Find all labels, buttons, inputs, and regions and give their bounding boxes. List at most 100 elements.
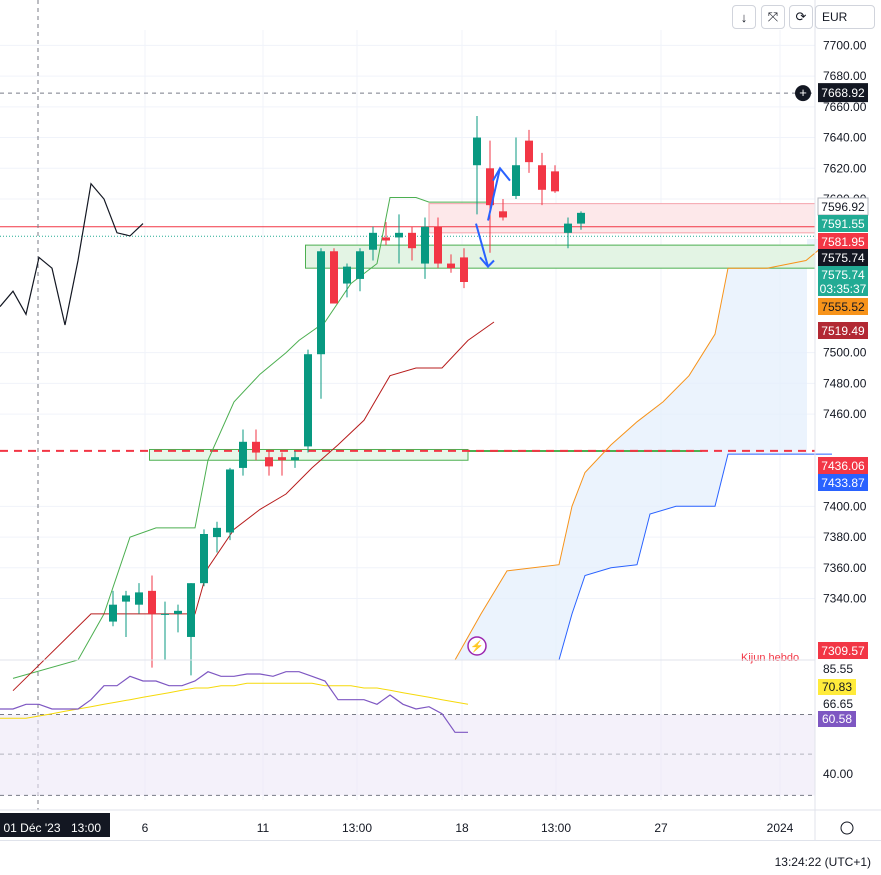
price-label: 7581.95 (821, 235, 865, 249)
last-price-label: 7575.74 (821, 268, 865, 282)
time-tick-label: 11 (257, 821, 270, 835)
candle-body[interactable] (408, 232, 416, 249)
settings-icon[interactable] (840, 821, 854, 835)
kijun-line (12, 321, 495, 692)
candle-body[interactable] (252, 441, 260, 453)
candle-body[interactable] (291, 457, 299, 461)
price-label-box (818, 215, 868, 232)
candle-body[interactable] (525, 140, 533, 163)
forecast-down-arrowhead (479, 256, 495, 269)
candle-body[interactable] (187, 583, 195, 637)
add-alert-button[interactable] (795, 85, 811, 102)
alert-icon[interactable] (467, 636, 487, 656)
time-tick-label: 13:00 (71, 821, 101, 835)
currency-select[interactable]: EUR (815, 5, 875, 29)
candle-body[interactable] (460, 257, 468, 282)
candle-body[interactable] (473, 137, 481, 166)
price-tick-label: 7360.00 (823, 561, 867, 575)
time-tick-label: 18 (455, 821, 469, 835)
price-tick-label: 7460.00 (823, 407, 867, 421)
rsi-tick-label: 40.00 (823, 767, 853, 781)
candle-body[interactable] (356, 251, 364, 279)
price-tick-label: 7500.00 (823, 346, 867, 360)
price-label: 7555.52 (821, 300, 865, 314)
candle-body[interactable] (135, 592, 143, 605)
candle-body[interactable] (538, 165, 546, 190)
kijun-annotation: Kijun hebdo (741, 652, 799, 664)
candle-body[interactable] (317, 251, 325, 355)
price-tick-label: 7480.00 (823, 376, 867, 390)
fullscreen-button[interactable]: ⤧ (761, 5, 785, 29)
candle-body[interactable] (564, 223, 572, 233)
rsi-band (0, 714, 815, 796)
reset-button[interactable]: ⟳ (789, 5, 813, 29)
scroll-down-button[interactable]: ↓ (732, 5, 756, 29)
candle-body[interactable] (395, 232, 403, 238)
candle-body[interactable] (421, 226, 429, 264)
candle-body[interactable] (239, 441, 247, 468)
forecast-down-arrow (475, 223, 489, 267)
candle-body[interactable] (213, 527, 221, 538)
price-label-box (818, 233, 868, 250)
candle-body[interactable] (486, 168, 494, 206)
footer-divider (0, 840, 881, 841)
candle-body[interactable] (343, 266, 351, 284)
rsi-value-label: 70.83 (822, 680, 852, 694)
candle-body[interactable] (577, 212, 585, 224)
clock-label: 13:24:22 (UTC+1) (774, 855, 871, 869)
candle-body[interactable] (200, 534, 208, 584)
supply-zone (428, 203, 816, 234)
candle-body[interactable] (122, 595, 130, 602)
candle-body[interactable] (278, 457, 286, 461)
price-tick-label: 7700.00 (823, 38, 867, 52)
forecast-up-arrowhead (492, 166, 511, 182)
candle-body[interactable] (499, 211, 507, 218)
price-tick-label: 7620.00 (823, 161, 867, 175)
plus-icon: + (799, 85, 807, 100)
price-label: 7575.74 (821, 251, 865, 265)
candle-body[interactable] (512, 165, 520, 196)
candle-body[interactable] (226, 469, 234, 533)
candle-body[interactable] (161, 613, 169, 615)
price-tick-label: 7340.00 (823, 592, 867, 606)
price-label-box (818, 457, 868, 474)
price-label: 7519.49 (821, 324, 865, 338)
price-label: 7596.92 (821, 200, 865, 214)
lightning-icon: ⚡ (470, 640, 484, 653)
time-crosshair-box (0, 813, 110, 837)
candle-body[interactable] (265, 457, 273, 467)
candle-body[interactable] (109, 604, 117, 622)
candle-body[interactable] (551, 171, 559, 192)
candle-body[interactable] (148, 590, 156, 614)
rsi-value-label: 60.58 (822, 712, 852, 726)
price-tick-label: 7680.00 (823, 69, 867, 83)
countdown-label: 03:35:37 (820, 282, 867, 296)
candle-body[interactable] (330, 251, 338, 304)
candle-body[interactable] (447, 263, 455, 269)
price-label-box (818, 249, 868, 266)
price-label: 7436.06 (821, 459, 865, 473)
candle-body[interactable] (304, 354, 312, 447)
demand-zone (305, 244, 816, 269)
crosshair-price-box (818, 83, 868, 103)
price-label: 7309.57 (821, 644, 865, 658)
rsi-label-box (818, 679, 856, 695)
senkou-span-b (558, 453, 832, 661)
senkou-span-a (454, 238, 833, 661)
forecast-up-arrow (487, 168, 501, 221)
candle-body[interactable] (434, 226, 442, 264)
expand-icon: ⤧ (767, 9, 779, 24)
candle-body[interactable] (369, 232, 377, 250)
arrow-down-icon: ↓ (740, 9, 748, 25)
time-tick-label: 13:00 (342, 821, 372, 835)
candle-body[interactable] (382, 237, 390, 241)
time-tick-label: 13:00 (541, 821, 571, 835)
last-price-box (818, 266, 868, 296)
price-label: 7433.87 (821, 476, 865, 490)
price-tick-label: 7400.00 (823, 499, 867, 513)
candle-body[interactable] (174, 610, 182, 614)
ichimoku-cloud (455, 239, 832, 660)
price-label-box (818, 642, 868, 659)
